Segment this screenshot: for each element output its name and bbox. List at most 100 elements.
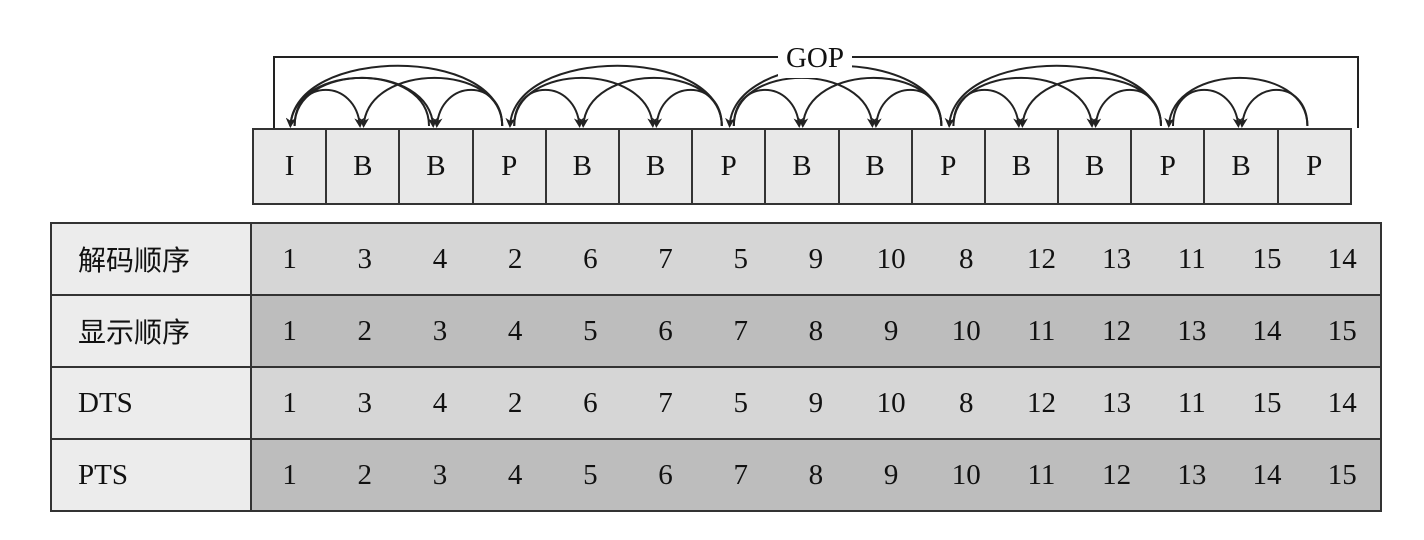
row-label: DTS xyxy=(52,368,252,438)
gop-bracket xyxy=(273,56,1359,128)
table-cell: 15 xyxy=(1327,314,1357,347)
table-cell: 3 xyxy=(357,386,373,419)
table-cell: 11 xyxy=(1177,386,1206,419)
table-cell: 4 xyxy=(432,386,448,419)
table-cell: 3 xyxy=(432,458,448,491)
frame-2: B xyxy=(327,130,401,203)
table-cell: 9 xyxy=(808,242,824,275)
reference-arrow xyxy=(1172,89,1243,128)
table-cell: 8 xyxy=(808,458,824,491)
reference-arrow xyxy=(1237,89,1309,128)
table-cell: 15 xyxy=(1327,458,1357,491)
table-cell: 10 xyxy=(951,458,981,491)
table-cell: 7 xyxy=(733,458,748,491)
frame-15: P xyxy=(1279,130,1352,203)
table-cell: 8 xyxy=(959,386,974,419)
reference-arrow xyxy=(652,89,723,128)
table-cell: 8 xyxy=(959,242,974,275)
frame-10: P xyxy=(913,130,986,203)
table-cell: 8 xyxy=(808,314,824,347)
reference-arrows xyxy=(273,56,1359,128)
table-cell: 11 xyxy=(1027,458,1056,491)
frame-6: B xyxy=(620,130,694,203)
table-cell: 14 xyxy=(1327,242,1357,275)
table-cell: 13 xyxy=(1102,242,1132,275)
table-cell: 5 xyxy=(733,242,748,275)
table-cell: 10 xyxy=(876,242,906,275)
table-cell: 3 xyxy=(357,242,373,275)
table-cell: 2 xyxy=(357,314,373,347)
frame-11: B xyxy=(986,130,1060,203)
table-cell: 5 xyxy=(733,386,748,419)
reference-arrow xyxy=(952,77,1097,128)
frame-5: B xyxy=(547,130,620,203)
table-cell: 2 xyxy=(357,458,373,491)
reference-arrow xyxy=(944,64,1162,128)
table-cell: 7 xyxy=(658,242,673,275)
table-cell: 13 xyxy=(1177,314,1207,347)
table-cell: 12 xyxy=(1026,242,1056,275)
table-cell: 3 xyxy=(432,314,448,347)
row-label: 显示顺序 xyxy=(52,296,252,366)
table-cell: 1 xyxy=(282,242,297,275)
table-cell: 13 xyxy=(1102,386,1132,419)
table-cell: 4 xyxy=(507,314,523,347)
table-cell: 4 xyxy=(432,242,448,275)
table-cell: 6 xyxy=(583,242,598,275)
table-cell: 14 xyxy=(1327,386,1357,419)
table-cell: 1 xyxy=(282,314,297,347)
frame-1: I xyxy=(254,130,328,203)
reference-arrow xyxy=(1091,89,1162,128)
frame-7: P xyxy=(693,130,767,203)
table-cell: 10 xyxy=(951,314,981,347)
table-cell: 5 xyxy=(583,458,598,491)
table-cell: 1 xyxy=(282,458,297,491)
reference-arrow xyxy=(732,77,877,128)
table-cell: 15 xyxy=(1252,242,1282,275)
table-cell: 12 xyxy=(1026,386,1056,419)
table-row: 解码顺序 1 3 4 2 6 7 5 9 10 8 12 13 11 15 14 xyxy=(52,224,1380,296)
table-row: DTS 1 3 4 2 6 7 5 9 10 8 12 13 11 15 14 xyxy=(52,368,1380,440)
frame-12: B xyxy=(1059,130,1133,203)
table-cell: 7 xyxy=(658,386,673,419)
reference-arrow xyxy=(871,89,943,128)
frame-13: P xyxy=(1132,130,1206,203)
row-label: 解码顺序 xyxy=(52,224,252,294)
table-cell: 2 xyxy=(507,386,523,419)
table-cell: 2 xyxy=(507,242,523,275)
gop-label: GOP xyxy=(778,38,852,78)
table-cell: 14 xyxy=(1252,314,1282,347)
table-row: 显示顺序 1 2 3 4 5 6 7 8 9 10 11 12 13 14 15 xyxy=(52,296,1380,368)
table-cell: 11 xyxy=(1027,314,1056,347)
reference-arrow xyxy=(505,64,723,128)
table-cell: 9 xyxy=(883,314,899,347)
table-cell: 9 xyxy=(883,458,899,491)
order-table: 解码顺序 1 3 4 2 6 7 5 9 10 8 12 13 11 15 14 显示顺序 1 2 3 4 5 6 7 8 9 10… xyxy=(50,222,1382,512)
table-cell: 12 xyxy=(1102,314,1132,347)
table-cell: 11 xyxy=(1177,242,1206,275)
frame-4: P xyxy=(474,130,547,203)
table-cell: 6 xyxy=(658,458,673,491)
table-cell: 12 xyxy=(1102,458,1132,491)
table-cell: 10 xyxy=(876,386,906,419)
frame-14: B xyxy=(1205,130,1279,203)
frame-3: B xyxy=(400,130,474,203)
frame-9: B xyxy=(840,130,913,203)
row-label: PTS xyxy=(52,440,252,510)
table-row: PTS 1 2 3 4 5 6 7 8 9 10 11 12 13 14 15 xyxy=(52,440,1380,510)
table-cell: 13 xyxy=(1177,458,1207,491)
table-cell: 9 xyxy=(808,386,824,419)
table-cell: 1 xyxy=(282,386,297,419)
table-cell: 6 xyxy=(583,386,598,419)
reference-arrow xyxy=(1164,77,1309,128)
reference-arrow xyxy=(432,89,504,128)
reference-arrow xyxy=(285,64,504,128)
reference-arrow xyxy=(513,77,658,128)
frame-8: B xyxy=(766,130,840,203)
table-cell: 15 xyxy=(1252,386,1282,419)
table-cell: 5 xyxy=(583,314,598,347)
table-cell: 6 xyxy=(658,314,673,347)
table-cell: 7 xyxy=(733,314,748,347)
